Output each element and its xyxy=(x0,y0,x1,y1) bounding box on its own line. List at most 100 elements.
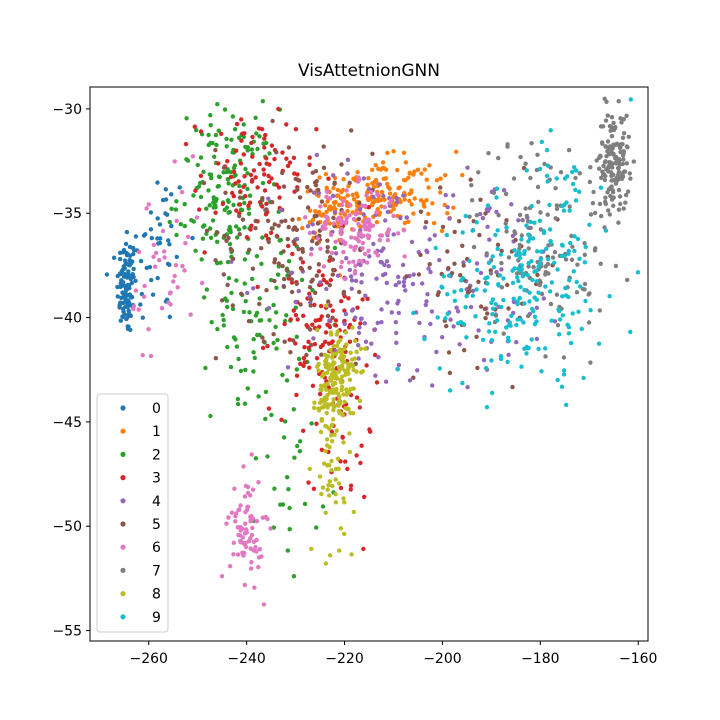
data-point xyxy=(151,242,157,248)
data-point xyxy=(249,223,254,228)
data-point xyxy=(198,155,204,160)
data-point xyxy=(420,281,425,286)
data-point xyxy=(266,196,271,201)
data-point xyxy=(340,210,345,215)
data-point xyxy=(348,350,353,355)
data-point xyxy=(342,500,347,505)
data-point xyxy=(586,320,592,325)
data-point xyxy=(239,138,244,143)
data-point xyxy=(460,172,465,178)
data-point xyxy=(299,277,305,283)
data-point xyxy=(330,483,335,489)
data-point xyxy=(208,123,213,128)
series-6 xyxy=(131,154,407,607)
data-point xyxy=(167,291,173,296)
data-point xyxy=(225,259,231,265)
data-point xyxy=(327,463,332,468)
data-point xyxy=(252,355,257,361)
data-point xyxy=(418,209,424,214)
data-point xyxy=(582,260,587,265)
data-point xyxy=(289,277,295,282)
data-point xyxy=(327,283,332,288)
data-point xyxy=(363,339,369,344)
data-point xyxy=(185,234,191,239)
data-point xyxy=(391,213,396,219)
data-point xyxy=(272,257,278,262)
data-point xyxy=(301,356,307,361)
data-point xyxy=(459,278,464,283)
data-point xyxy=(607,294,612,299)
data-point xyxy=(341,239,346,244)
data-point xyxy=(294,334,299,339)
data-point xyxy=(279,219,284,224)
data-point xyxy=(560,243,565,248)
data-point xyxy=(554,203,559,208)
data-point xyxy=(374,380,380,385)
data-point xyxy=(384,259,390,264)
data-point xyxy=(318,303,324,309)
data-point xyxy=(424,177,429,182)
data-point xyxy=(231,169,237,174)
data-point xyxy=(596,341,602,346)
data-point xyxy=(294,236,300,242)
data-point xyxy=(516,249,521,254)
data-point xyxy=(486,151,491,156)
x-tick-label: −260 xyxy=(130,651,168,667)
data-point xyxy=(328,255,333,260)
data-point xyxy=(330,272,335,277)
data-point xyxy=(238,189,243,194)
data-point xyxy=(476,170,481,175)
data-point xyxy=(545,212,550,217)
data-point xyxy=(271,332,276,337)
data-point xyxy=(284,378,290,383)
data-point xyxy=(527,299,532,304)
data-point xyxy=(272,222,277,227)
data-point xyxy=(336,369,342,374)
data-point xyxy=(406,219,411,224)
data-point xyxy=(379,320,384,325)
data-point xyxy=(543,354,548,359)
data-point xyxy=(363,346,368,351)
data-point xyxy=(334,332,339,337)
data-point xyxy=(249,147,254,152)
data-point xyxy=(149,277,154,283)
data-point xyxy=(391,232,396,237)
data-point xyxy=(198,180,203,186)
data-point xyxy=(549,318,554,323)
data-point xyxy=(609,184,614,189)
data-point xyxy=(445,205,450,210)
data-point xyxy=(561,208,567,213)
data-point xyxy=(525,313,531,319)
data-point xyxy=(451,324,456,329)
data-point xyxy=(347,202,353,207)
data-point xyxy=(241,184,246,189)
data-point xyxy=(338,355,343,361)
y-tick-label: −30 xyxy=(52,102,82,118)
data-point xyxy=(313,183,319,188)
data-point xyxy=(173,263,179,268)
data-point xyxy=(271,302,276,308)
data-point xyxy=(329,439,335,444)
data-point xyxy=(611,151,616,157)
data-point xyxy=(446,350,452,355)
data-point xyxy=(294,281,299,286)
data-point xyxy=(384,280,389,286)
data-point xyxy=(409,202,414,207)
data-point xyxy=(509,202,514,207)
data-point xyxy=(460,230,465,235)
data-point xyxy=(118,318,124,323)
data-point xyxy=(230,256,236,261)
data-point xyxy=(434,178,440,183)
data-point xyxy=(339,387,344,393)
data-point xyxy=(395,167,400,173)
data-point xyxy=(437,366,442,371)
data-point xyxy=(238,503,243,508)
data-point xyxy=(326,176,331,181)
data-point xyxy=(358,346,364,351)
data-point xyxy=(435,315,440,320)
data-point xyxy=(330,339,335,344)
data-point xyxy=(446,273,452,278)
data-point xyxy=(343,311,349,317)
data-point xyxy=(284,156,289,161)
data-point xyxy=(235,401,241,407)
